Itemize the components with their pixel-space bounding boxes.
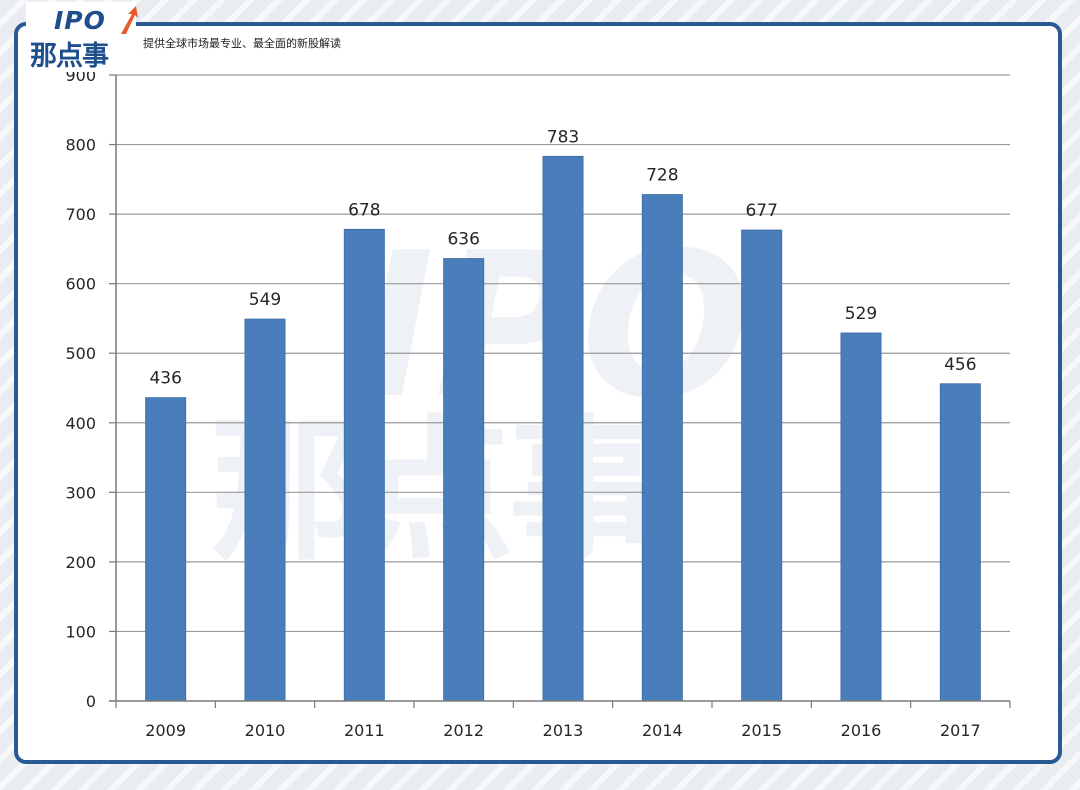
x-tick-label: 2013: [543, 721, 584, 740]
x-tick-label: 2016: [841, 721, 882, 740]
x-tick-label: 2015: [741, 721, 782, 740]
bars: [145, 155, 981, 702]
bar-2013: [542, 155, 584, 702]
data-label-2014: 728: [646, 166, 678, 186]
data-label-2009: 436: [149, 369, 181, 389]
bar-2010: [244, 318, 286, 702]
y-tick-label: 200: [65, 553, 96, 572]
y-tick-label: 400: [65, 414, 96, 433]
brand-logo: IPO 那点事: [26, 2, 138, 72]
y-tick-label: 100: [65, 622, 96, 641]
logo-arrow-icon: [121, 6, 138, 34]
x-axis-tick-labels: 2009 2010 2011 2012 2013 2014 2015 2016 2017: [145, 721, 980, 740]
bar-2015: [741, 229, 783, 702]
data-label-2013: 783: [547, 127, 579, 147]
x-tick-label: 2009: [145, 721, 186, 740]
y-tick-label: 800: [65, 136, 96, 155]
logo-chinese-text: 那点事: [30, 41, 109, 72]
data-label-2011: 678: [348, 200, 380, 220]
y-tick-label: 500: [65, 344, 96, 363]
data-label-2015: 677: [745, 201, 777, 221]
bar-2016: [840, 332, 882, 702]
x-tick-label: 2012: [443, 721, 484, 740]
chart-frame: [14, 22, 1062, 764]
bar-2017: [939, 383, 981, 702]
y-tick-label: 600: [65, 275, 96, 294]
data-label-2010: 549: [249, 290, 281, 310]
slogan: 提供全球市场最专业、最全面的新股解读: [143, 37, 341, 50]
data-label-2012: 636: [447, 230, 479, 250]
x-tick-label: 2011: [344, 721, 385, 740]
y-tick-label: 0: [86, 692, 96, 711]
bar-2011: [343, 228, 385, 702]
x-tick-label: 2017: [940, 721, 981, 740]
bar-2009: [145, 397, 187, 702]
x-tick-label: 2010: [245, 721, 286, 740]
y-tick-label: 700: [65, 205, 96, 224]
svg-text:那点事: 那点事: [210, 401, 659, 582]
logo-ipo-text: IPO: [54, 6, 106, 35]
bar-2012: [443, 258, 485, 702]
data-labels: 436 549 678 636 783 728 677 529 456: [149, 127, 976, 388]
y-tick-label: 300: [65, 483, 96, 502]
bar-2014: [641, 194, 683, 702]
axes: [109, 74, 1011, 708]
data-label-2017: 456: [944, 355, 976, 375]
data-label-2016: 529: [845, 304, 877, 324]
x-tick-label: 2014: [642, 721, 683, 740]
